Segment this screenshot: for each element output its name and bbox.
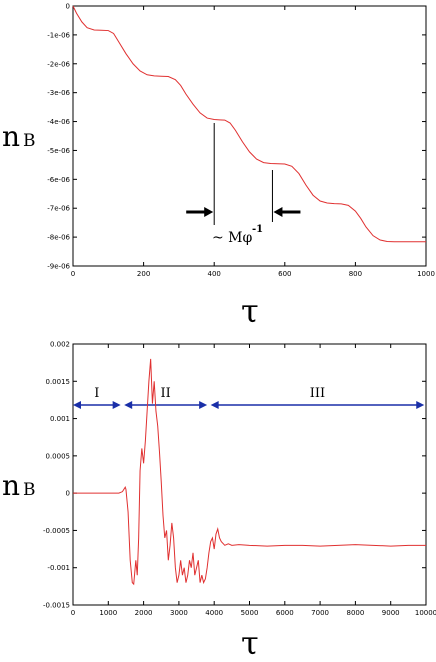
region-arrowhead-right <box>199 401 208 409</box>
x-tick-label: 6000 <box>276 609 294 617</box>
y-axis-label-top: n <box>2 120 20 153</box>
x-tick-label: 7000 <box>311 609 329 617</box>
x-tick-label: 10000 <box>415 609 436 617</box>
y-axis-label-bottom-sub: B <box>23 480 36 500</box>
y-axis-ticks-bottom: 0.002 0.0015 0.001 0.0005 0 -0.0005 -0.001 -0.0… <box>43 341 426 610</box>
y-axis-label-top-sub: B <box>23 131 36 151</box>
x-axis-ticks-top: 0 200 400 600 800 1000 <box>71 6 435 278</box>
x-tick-label: 9000 <box>382 609 400 617</box>
y-tick-label: 0.001 <box>50 415 70 423</box>
x-tick-label: 1000 <box>417 270 435 278</box>
x-tick-label: 1000 <box>99 609 117 617</box>
annotation-label: ~ Mφ <box>212 230 253 246</box>
x-tick-label: 0 <box>71 609 75 617</box>
y-axis-label-bottom: n <box>2 469 20 502</box>
x-tick-label: 3000 <box>170 609 188 617</box>
annotation-arrowhead-left <box>204 207 214 217</box>
y-tick-label: 0.002 <box>50 341 70 349</box>
series-line-bottom <box>73 358 426 586</box>
region-arrowhead-right <box>416 401 425 409</box>
y-tick-label: -0.0005 <box>43 527 70 535</box>
region-arrowhead-right <box>112 401 121 409</box>
y-tick-label: -8e-06 <box>47 234 70 242</box>
x-tick-label: 200 <box>137 270 150 278</box>
x-axis-ticks-bottom: 0 1000 2000 3000 4000 5000 6000 7000 8000 9000 100… <box>71 344 436 617</box>
region-label: II <box>161 386 171 401</box>
region-arrowhead-left <box>210 401 219 409</box>
y-tick-label: -5e-06 <box>47 147 70 155</box>
region-label: III <box>310 386 325 401</box>
x-axis-label-bottom: τ <box>241 624 259 662</box>
y-tick-label: 0.0015 <box>46 378 71 386</box>
chart-top: 0 -1e-06 -2e-06 -3e-06 -4e-06 -5e-06 -6e-06 -7e… <box>2 3 435 331</box>
y-tick-label: -3e-06 <box>47 89 70 97</box>
y-tick-label: -0.0015 <box>43 602 70 610</box>
annotation-label-superscript: -1 <box>252 224 263 235</box>
region-label: I <box>94 386 99 401</box>
x-tick-label: 400 <box>208 270 221 278</box>
y-tick-label: -4e-06 <box>47 118 70 126</box>
x-tick-label: 0 <box>71 270 75 278</box>
x-tick-label: 800 <box>349 270 362 278</box>
y-tick-label: 0 <box>66 3 70 11</box>
y-tick-label: -9e-06 <box>47 263 70 271</box>
y-axis-ticks-top: 0 -1e-06 -2e-06 -3e-06 -4e-06 -5e-06 -6e-06 -7e… <box>47 3 426 271</box>
y-tick-label: -2e-06 <box>47 60 70 68</box>
plot-area-bottom <box>72 343 427 606</box>
y-tick-label: 0 <box>66 490 70 498</box>
x-axis-label-top: τ <box>241 292 259 330</box>
plot-area-top <box>72 5 427 267</box>
y-tick-label: -6e-06 <box>47 176 70 184</box>
region-arrowhead-left <box>124 401 133 409</box>
y-tick-label: -7e-06 <box>47 205 70 213</box>
region-arrowhead-left <box>73 401 81 409</box>
region-arrows: I II III <box>73 386 425 409</box>
x-tick-label: 4000 <box>205 609 223 617</box>
x-tick-label: 2000 <box>135 609 153 617</box>
annotation-arrowhead-right <box>273 207 283 217</box>
y-tick-label: 0.0005 <box>46 452 71 460</box>
chart-bottom: 0.002 0.0015 0.001 0.0005 0 -0.0005 -0.001 -0.0… <box>2 341 436 662</box>
x-tick-label: 8000 <box>346 609 364 617</box>
x-tick-label: 600 <box>278 270 291 278</box>
series-line-top <box>72 5 426 243</box>
x-tick-label: 5000 <box>241 609 259 617</box>
y-tick-label: -1e-06 <box>47 31 70 39</box>
y-tick-label: -0.001 <box>47 564 70 572</box>
